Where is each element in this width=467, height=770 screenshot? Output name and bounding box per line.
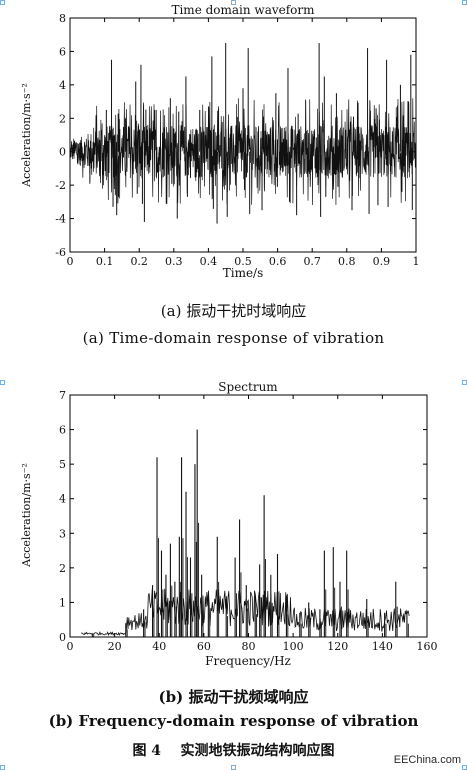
- x-tick-label: 0.3: [165, 255, 183, 268]
- x-tick-label: 0: [67, 640, 74, 653]
- y-tick-label: 7: [59, 389, 66, 402]
- spectrum-line: [81, 588, 410, 637]
- x-tick-label: 60: [197, 640, 211, 653]
- x-tick-label: 20: [108, 640, 122, 653]
- x-tick-label: 0.8: [338, 255, 356, 268]
- y-tick-label: 4: [59, 79, 66, 92]
- caption-b-chinese: (b) 振动干扰频域响应: [158, 688, 309, 706]
- x-tick-label: 0.5: [234, 255, 252, 268]
- resize-handle[interactable]: [462, 765, 467, 770]
- x-tick-label: 0.6: [269, 255, 287, 268]
- x-axis-label: Frequency/Hz: [205, 654, 291, 668]
- x-tick-label: 100: [283, 640, 304, 653]
- figure-caption: 图 4 实测地铁振动结构响应图: [132, 743, 335, 759]
- x-tick-labels: 0 20 40 60 80 100 120 140 160: [67, 395, 438, 653]
- y-tick-label: 6: [59, 424, 66, 437]
- y-tick-label: 2: [59, 112, 66, 125]
- y-axis-label: Acceleration/m·s⁻²: [20, 83, 33, 188]
- x-tick-label: 140: [372, 640, 393, 653]
- time-domain-chart: Time domain waveform Time/s Acceleration…: [20, 3, 420, 280]
- y-tick-label: 3: [59, 527, 66, 540]
- x-tick-label: 0.9: [373, 255, 391, 268]
- x-tick-label: 120: [327, 640, 348, 653]
- y-tick-label: -2: [55, 179, 66, 192]
- y-tick-labels: -6 -4 -2 0 2 4 6 8: [55, 12, 416, 259]
- y-tick-label: -4: [55, 213, 66, 226]
- caption-a-english: (a) Time-domain response of vibration: [82, 329, 385, 347]
- x-tick-label: 40: [152, 640, 166, 653]
- y-tick-label: 1: [59, 596, 66, 609]
- x-tick-label: 0.1: [96, 255, 114, 268]
- x-tick-label: 0.2: [130, 255, 148, 268]
- spectrum-series: [81, 429, 410, 637]
- y-tick-label: 0: [59, 631, 66, 644]
- resize-handle[interactable]: [0, 0, 5, 5]
- y-tick-label: 5: [59, 458, 66, 471]
- x-tick-label: 0: [67, 255, 74, 268]
- y-tick-label: 4: [59, 493, 66, 506]
- x-tick-label: 80: [242, 640, 256, 653]
- x-tick-label: 0.4: [200, 255, 218, 268]
- y-tick-labels: 0 1 2 3 4 5 6 7: [59, 389, 427, 644]
- resize-handle[interactable]: [0, 765, 5, 770]
- watermark: EEChina.com: [393, 754, 461, 766]
- chart-title: Time domain waveform: [171, 3, 315, 17]
- x-tick-label: 160: [417, 640, 438, 653]
- caption-a-chinese: (a) 振动干扰时域响应: [160, 302, 307, 320]
- caption-b-english: (b) Frequency-domain response of vibrati…: [48, 712, 419, 730]
- y-tick-label: -6: [55, 246, 66, 259]
- x-axis-label: Time/s: [223, 266, 264, 280]
- y-tick-label: 8: [59, 12, 66, 25]
- spectrum-chart: Spectrum Frequency/Hz Acceleration/m·s⁻²…: [20, 380, 438, 668]
- resize-handle[interactable]: [231, 765, 236, 770]
- x-tick-label: 0.7: [303, 255, 321, 268]
- x-tick-labels: 0 0.1 0.2 0.3 0.4 0.5 0.6 0.7 0.8 0.9 1: [67, 18, 420, 268]
- chart-title: Spectrum: [218, 380, 278, 394]
- y-tick-label: 6: [59, 45, 66, 58]
- resize-handle[interactable]: [231, 0, 236, 5]
- y-tick-label: 0: [59, 146, 66, 159]
- y-axis-label: Acceleration/m·s⁻²: [20, 463, 33, 568]
- y-tick-label: 2: [59, 562, 66, 575]
- resize-handle[interactable]: [0, 380, 5, 385]
- waveform-series: [69, 43, 417, 224]
- x-tick-label: 1: [413, 255, 420, 268]
